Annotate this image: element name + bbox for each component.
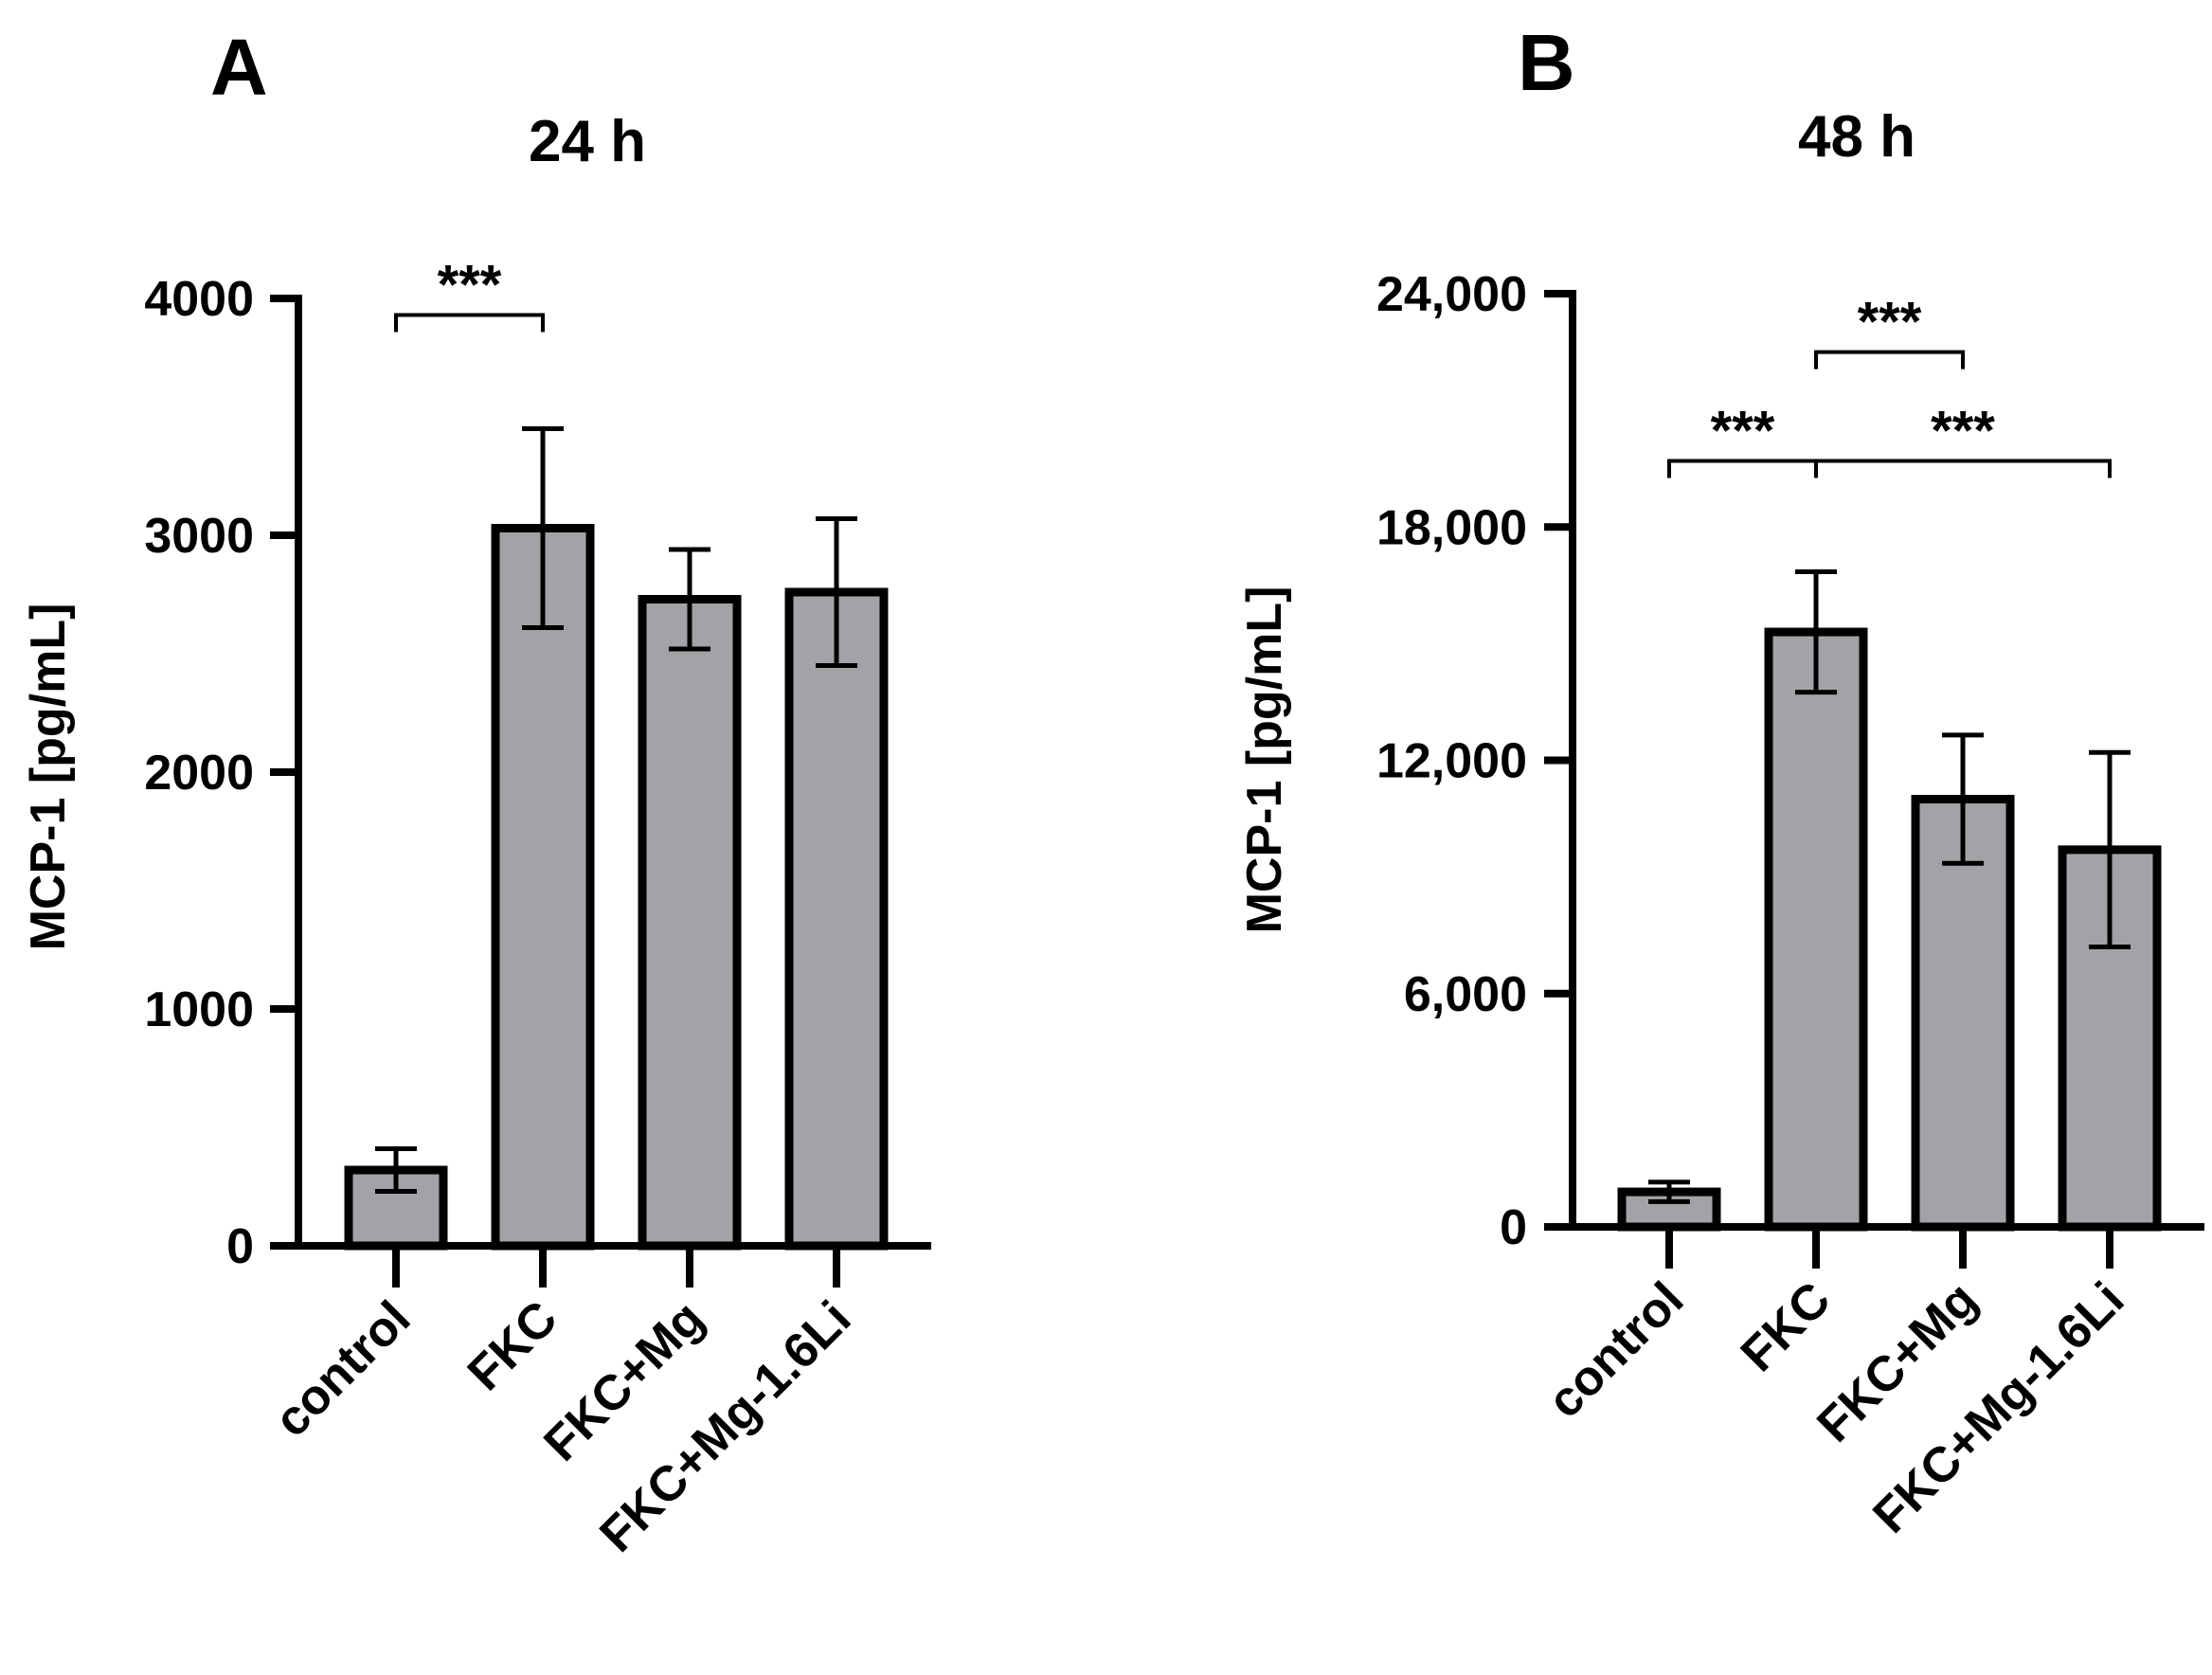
y-tick-label: 6,000 (1404, 967, 1527, 1022)
chart-panel-a: A 24 h MCP-1 [pg/mL] 0 1000 2000 3000 4000 contr… (21, 23, 931, 1563)
significance-bracket (1667, 459, 1818, 478)
y-tick-label: 24,000 (1376, 267, 1527, 322)
significance-label: *** (438, 255, 502, 316)
y-tick-label: 12,000 (1376, 734, 1527, 789)
x-tick-label: control (1538, 1271, 1695, 1429)
x-tick-label: FKC (458, 1290, 568, 1401)
y-tick-label: 3000 (144, 509, 254, 564)
significance-label: *** (1931, 400, 1995, 461)
significance-label: *** (1858, 292, 1922, 353)
bar (491, 524, 595, 1251)
bar (638, 595, 742, 1251)
significance-bracket (1814, 459, 2112, 478)
bar (784, 587, 889, 1251)
chart-title: 24 h (529, 109, 646, 174)
chart-panel-b: B 48 h MCP-1 [pg/mL] 0 6,000 12,000 18,000 24,0… (1237, 18, 2204, 1544)
y-tick-label: 0 (226, 1219, 254, 1274)
y-axis-label: MCP-1 [pg/mL] (21, 603, 76, 951)
significance-bracket (394, 313, 545, 333)
significance-label: *** (1711, 400, 1775, 461)
panel-label: A (210, 23, 268, 112)
y-tick-label: 0 (1500, 1200, 1527, 1255)
x-tick-label: FKC (1731, 1271, 1842, 1382)
y-tick-label: 2000 (144, 746, 254, 801)
y-axis-label: MCP-1 [pg/mL] (1237, 586, 1292, 934)
chart-title: 48 h (1798, 104, 1915, 170)
y-tick-label: 4000 (144, 272, 254, 327)
bar (1764, 627, 1868, 1232)
x-tick-label: control (264, 1290, 422, 1448)
panel-label: B (1518, 18, 1575, 107)
x-tick-label: FKC+Mg-1.6Li (589, 1290, 861, 1562)
x-tick-label: FKC+Mg-1.6Li (1862, 1271, 2134, 1543)
significance-bracket (1814, 350, 1965, 369)
y-tick-label: 1000 (144, 982, 254, 1037)
y-tick-label: 18,000 (1376, 500, 1527, 555)
